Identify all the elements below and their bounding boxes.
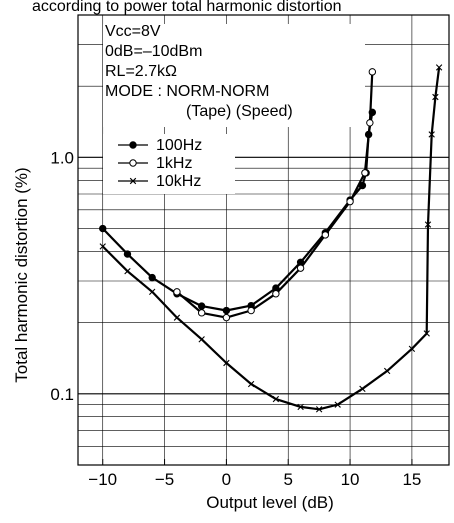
series-10khz-point	[435, 64, 443, 71]
legend-bg	[103, 134, 235, 194]
series-10khz-point	[424, 221, 432, 228]
series-10khz-point	[334, 401, 341, 408]
x-tick-label: −5	[155, 470, 174, 489]
series-10khz-point	[423, 330, 430, 337]
x-tick-label: 0	[222, 470, 231, 489]
series-1khz-point	[222, 313, 231, 322]
x-axis-label: Output level (dB)	[206, 493, 334, 512]
series-10khz-point	[432, 93, 439, 101]
series-10khz-point	[173, 314, 181, 321]
axis-ticks: −10 −5 0 5 10 15 0.1 1.0	[50, 148, 421, 489]
series-10khz-point	[99, 243, 106, 250]
condition-line: MODE : NORM-NORM	[105, 83, 269, 100]
x-tick-label: −10	[88, 470, 117, 489]
condition-line: 0dB=–10dBm	[105, 43, 202, 60]
series-10khz-point	[272, 395, 280, 403]
series-1khz-point	[361, 169, 369, 177]
series-100hz-point	[123, 250, 132, 258]
conditions-box-bg	[103, 24, 365, 127]
x-tick-label: 5	[283, 470, 292, 489]
series-10khz-point	[223, 359, 230, 367]
plot-border	[77, 14, 450, 466]
series-1khz-point	[346, 197, 354, 206]
series-100hz-point	[222, 306, 231, 315]
series-1khz-point	[366, 119, 374, 127]
series-1khz-point	[247, 306, 255, 315]
conditions-annotation: Vcc=8V 0dB=–10dBm RL=2.7kΩ MODE : NORM-NORM…	[105, 23, 293, 120]
y-tick-label: 1.0	[50, 148, 74, 167]
series-10khz-point	[383, 367, 391, 375]
series-10khz-point	[149, 288, 156, 296]
series-10khz-point	[428, 131, 435, 138]
legend-100hz-point	[129, 141, 137, 149]
series-layer	[99, 64, 443, 413]
series-1khz-point	[173, 288, 181, 296]
cropped-header-text: according to power total harmonic distor…	[32, 0, 342, 15]
condition-line: Vcc=8V	[105, 23, 161, 40]
series-1khz-point	[368, 68, 377, 76]
series-100hz-point	[197, 302, 206, 310]
series-1khz-point	[296, 264, 305, 272]
y-axis-label: Total harmonic distortion (%)	[12, 167, 31, 382]
series-10khz-point	[124, 268, 131, 275]
legend-100hz-label: 100Hz	[156, 137, 202, 154]
legend-10khz-label: 10kHz	[156, 173, 201, 190]
legend-1khz-label: 1kHz	[156, 155, 192, 172]
legend-10khz-point	[129, 177, 137, 185]
plot-frame	[77, 14, 450, 466]
y-tick-label: 0.1	[50, 385, 74, 404]
series-1khz-point	[321, 231, 330, 239]
series-10khz-point	[359, 385, 366, 392]
condition-line: RL=2.7kΩ	[105, 63, 177, 80]
series-10khz-point	[408, 345, 416, 353]
x-tick-label: 15	[402, 470, 421, 489]
series-100hz-point	[99, 224, 107, 233]
series-1khz-point	[272, 290, 280, 298]
x-tick-label: 10	[341, 470, 360, 489]
series-100hz-point	[148, 273, 156, 282]
series-1khz-point	[197, 309, 206, 317]
series-10khz-point	[247, 380, 255, 388]
series-10khz-point	[315, 406, 323, 413]
series-10khz-point	[198, 336, 205, 343]
series-10khz-point	[297, 403, 304, 411]
legend-1khz-point	[129, 159, 137, 167]
condition-line: (Tape) (Speed)	[186, 103, 293, 120]
